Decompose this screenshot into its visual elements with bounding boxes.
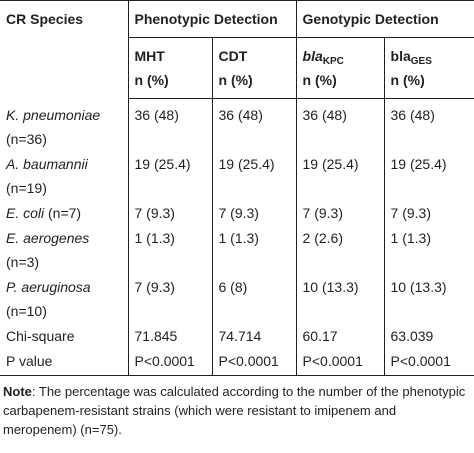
species-cell: P. aeruginosa (n=10) — [0, 274, 128, 323]
value-cell: P<0.0001 — [295, 347, 385, 376]
value-cell: 7 (9.3) — [127, 273, 212, 323]
value-cell: 36 (48) — [383, 98, 474, 151]
species-count: (n=7) — [48, 204, 82, 221]
value-cell: 60.17 — [295, 322, 385, 348]
unit: n (%) — [302, 72, 337, 88]
value-cell: 1 (1.3) — [127, 224, 212, 274]
header-row: CR Species Phenotypic Detection Genotypi… — [0, 0, 474, 99]
table-row: Chi-square 71.845 74.714 60.17 63.039 — [0, 322, 474, 348]
value-cell: 71.845 — [127, 322, 212, 348]
table-row: E. aerogenes (n=3) 1 (1.3) 1 (1.3) 2 (2.6) 1 … — [0, 224, 474, 274]
species-name: Chi-square — [6, 327, 75, 344]
value-cell: 10 (13.3) — [383, 273, 474, 323]
value-cell: P<0.0001 — [127, 347, 212, 376]
species-cell: E. aerogenes (n=3) — [0, 225, 128, 274]
species-cell: A. baumannii (n=19) — [0, 151, 128, 200]
value-cell: P<0.0001 — [383, 347, 474, 376]
header-cell: Genotypic Detection — [295, 0, 474, 38]
species-name: P. aeruginosa — [6, 278, 91, 295]
value-cell: 6 (8) — [211, 273, 297, 323]
note: Note: The percentage was calculated acco… — [0, 376, 474, 439]
species-cell: K. pneumoniae (n=36) — [0, 99, 128, 151]
unit: n (%) — [134, 72, 169, 88]
gene-subscript: GES — [410, 56, 432, 67]
value-cell: 2 (2.6) — [295, 224, 385, 274]
value-cell: 19 (25.4) — [127, 150, 212, 200]
gene-subscript: KPC — [322, 56, 344, 67]
data-table: CR Species Phenotypic Detection Genotypi… — [0, 0, 474, 376]
value-cell: 19 (25.4) — [383, 150, 474, 200]
note-label: Note — [3, 383, 32, 399]
gene: bla — [390, 48, 411, 64]
value-cell: 7 (9.3) — [211, 199, 297, 225]
value-cell: 10 (13.3) — [295, 273, 385, 323]
table-row: P value P<0.0001 P<0.0001 P<0.0001 P<0.0001 — [0, 347, 474, 376]
value-cell: 19 (25.4) — [211, 150, 297, 200]
table-row: P. aeruginosa (n=10) 7 (9.3) 6 (8) 10 (13.3)… — [0, 273, 474, 323]
species-cell: Chi-square — [0, 323, 128, 348]
subheader-cell: MHT n (%) — [127, 37, 212, 99]
subheader-cell: blaGES n (%) — [383, 37, 474, 99]
species-count: (n=36) — [6, 130, 47, 147]
species-name: P value — [6, 352, 53, 369]
species-cell: E. coli (n=7) — [0, 200, 128, 225]
table-row: K. pneumoniae (n=36) 36 (48) 36 (48) 36 (48)… — [0, 98, 474, 151]
value-cell: 36 (48) — [295, 98, 385, 151]
value-cell: 7 (9.3) — [295, 199, 385, 225]
table-row: A. baumannii (n=19) 19 (25.4) 19 (25.4) 19 (… — [0, 150, 474, 200]
header-cell: Phenotypic Detection — [127, 0, 297, 38]
species-name: A. baumannii — [6, 155, 88, 172]
species-name: K. pneumoniae — [6, 106, 101, 123]
subheader-cell: CDT n (%) — [211, 37, 297, 99]
table-body: K. pneumoniae (n=36) 36 (48) 36 (48) 36 (48)… — [0, 98, 474, 376]
value-cell: 7 (9.3) — [383, 199, 474, 225]
method: MHT — [134, 48, 165, 64]
value-cell: 36 (48) — [127, 98, 212, 151]
value-cell: 19 (25.4) — [295, 150, 385, 200]
value-cell: 1 (1.3) — [383, 224, 474, 274]
species-count: (n=3) — [6, 253, 40, 270]
species-count: (n=10) — [6, 302, 47, 319]
note-text: : The percentage was calculated accordin… — [3, 383, 466, 437]
value-cell: 7 (9.3) — [127, 199, 212, 225]
value-cell: P<0.0001 — [211, 347, 297, 376]
value-cell: 74.714 — [211, 322, 297, 348]
subheader-row: MHT n (%) CDT n (%) blaKPC n (%) blaGES n (%… — [0, 37, 474, 99]
subheader-cell: blaKPC n (%) — [295, 37, 385, 99]
unit: n (%) — [218, 72, 253, 88]
species-name: E. aerogenes — [6, 229, 90, 246]
species-name: E. coli — [6, 204, 45, 221]
value-cell: 1 (1.3) — [211, 224, 297, 274]
method: CDT — [218, 48, 248, 64]
table-row: E. coli (n=7) 7 (9.3) 7 (9.3) 7 (9.3) 7 (9.3… — [0, 199, 474, 225]
unit: n (%) — [390, 72, 425, 88]
species-cell: P value — [0, 347, 128, 376]
value-cell: 63.039 — [383, 322, 474, 348]
value-cell: 36 (48) — [211, 98, 297, 151]
header-cell: CR Species — [0, 0, 128, 99]
species-count: (n=19) — [6, 179, 47, 196]
gene: bla — [302, 48, 323, 64]
